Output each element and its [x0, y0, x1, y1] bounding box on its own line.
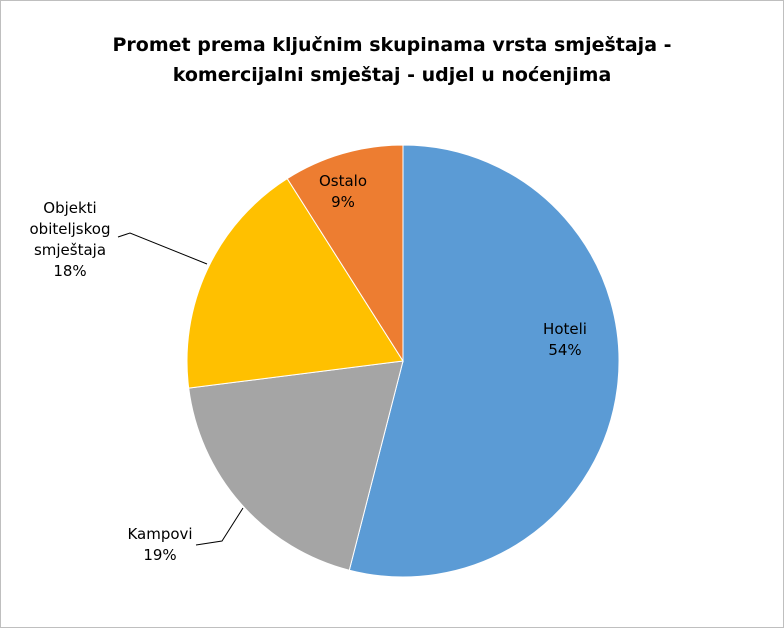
- pie-slice: [188, 360, 404, 571]
- data-label: Objekti obiteljskog smještaja 18%: [27, 198, 113, 282]
- category-label: Kampovi: [127, 525, 193, 543]
- value-label: 19%: [143, 546, 177, 564]
- value-label: 9%: [331, 193, 355, 211]
- pie-slice: [186, 177, 404, 389]
- pie-slice: [348, 144, 620, 578]
- chart-title: Promet prema ključnim skupinama vrsta sm…: [112, 34, 672, 86]
- leader-line: [195, 507, 244, 546]
- data-label: Hoteli 54%: [525, 319, 605, 361]
- data-label: Kampovi 19%: [120, 524, 200, 566]
- value-label: 18%: [53, 262, 87, 280]
- category-label: Ostalo: [318, 172, 368, 190]
- category-label: Objekti obiteljskog smještaja: [29, 199, 111, 259]
- category-label: Hoteli: [543, 320, 587, 338]
- data-label: Ostalo 9%: [303, 171, 383, 213]
- leader-line: [117, 232, 208, 265]
- pie-slice: [286, 144, 404, 363]
- value-label: 54%: [548, 341, 582, 359]
